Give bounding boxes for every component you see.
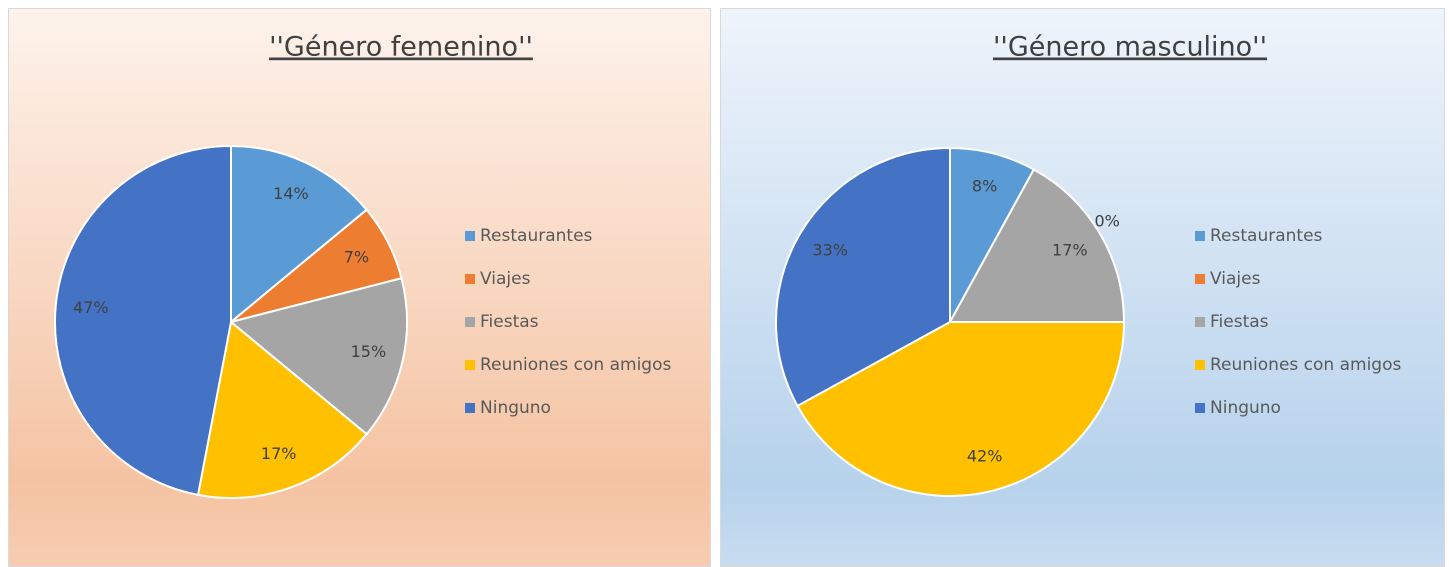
pie-slice	[230, 144, 369, 325]
legend-swatch	[465, 231, 475, 241]
legend-swatch	[1195, 317, 1205, 327]
legend-swatch	[1195, 274, 1205, 284]
legend-label: Fiestas	[1210, 312, 1269, 332]
pie-slice	[796, 321, 1126, 497]
data-label: 42%	[967, 446, 1003, 465]
legend-swatch	[465, 403, 475, 413]
data-label: 17%	[261, 444, 297, 463]
data-label: 47%	[73, 298, 109, 317]
data-label: 0%	[1095, 212, 1120, 231]
chart-title: ''Género masculino''	[993, 32, 1267, 63]
legend-swatch	[1195, 360, 1205, 370]
data-label: 33%	[812, 241, 848, 260]
legend-label: Restaurantes	[480, 226, 593, 246]
legend-swatch	[465, 360, 475, 370]
legend-label: Fiestas	[480, 312, 539, 332]
data-label: 14%	[273, 184, 309, 203]
data-label: 7%	[344, 248, 369, 267]
legend-label: Reuniones con amigos	[1210, 355, 1401, 375]
legend-label: Viajes	[480, 269, 531, 289]
legend-label: Restaurantes	[1210, 226, 1323, 246]
pie-slice	[54, 144, 232, 497]
pie-slice	[948, 168, 1126, 323]
data-label: 17%	[1052, 241, 1088, 260]
pie-slice	[196, 320, 369, 499]
legend-label: Ninguno	[480, 398, 551, 418]
chart-title: ''Género femenino''	[269, 32, 533, 63]
legend-swatch	[1195, 231, 1205, 241]
legend-label: Viajes	[1210, 269, 1261, 289]
legend-swatch	[465, 317, 475, 327]
legend-label: Ninguno	[1210, 398, 1281, 418]
legend-swatch	[465, 274, 475, 284]
pie-slice	[775, 146, 951, 408]
pie-slice	[228, 277, 408, 436]
legend-label: Reuniones con amigos	[480, 355, 671, 375]
data-label: 15%	[351, 342, 387, 361]
data-label: 8%	[972, 177, 997, 196]
legend-swatch	[1195, 403, 1205, 413]
